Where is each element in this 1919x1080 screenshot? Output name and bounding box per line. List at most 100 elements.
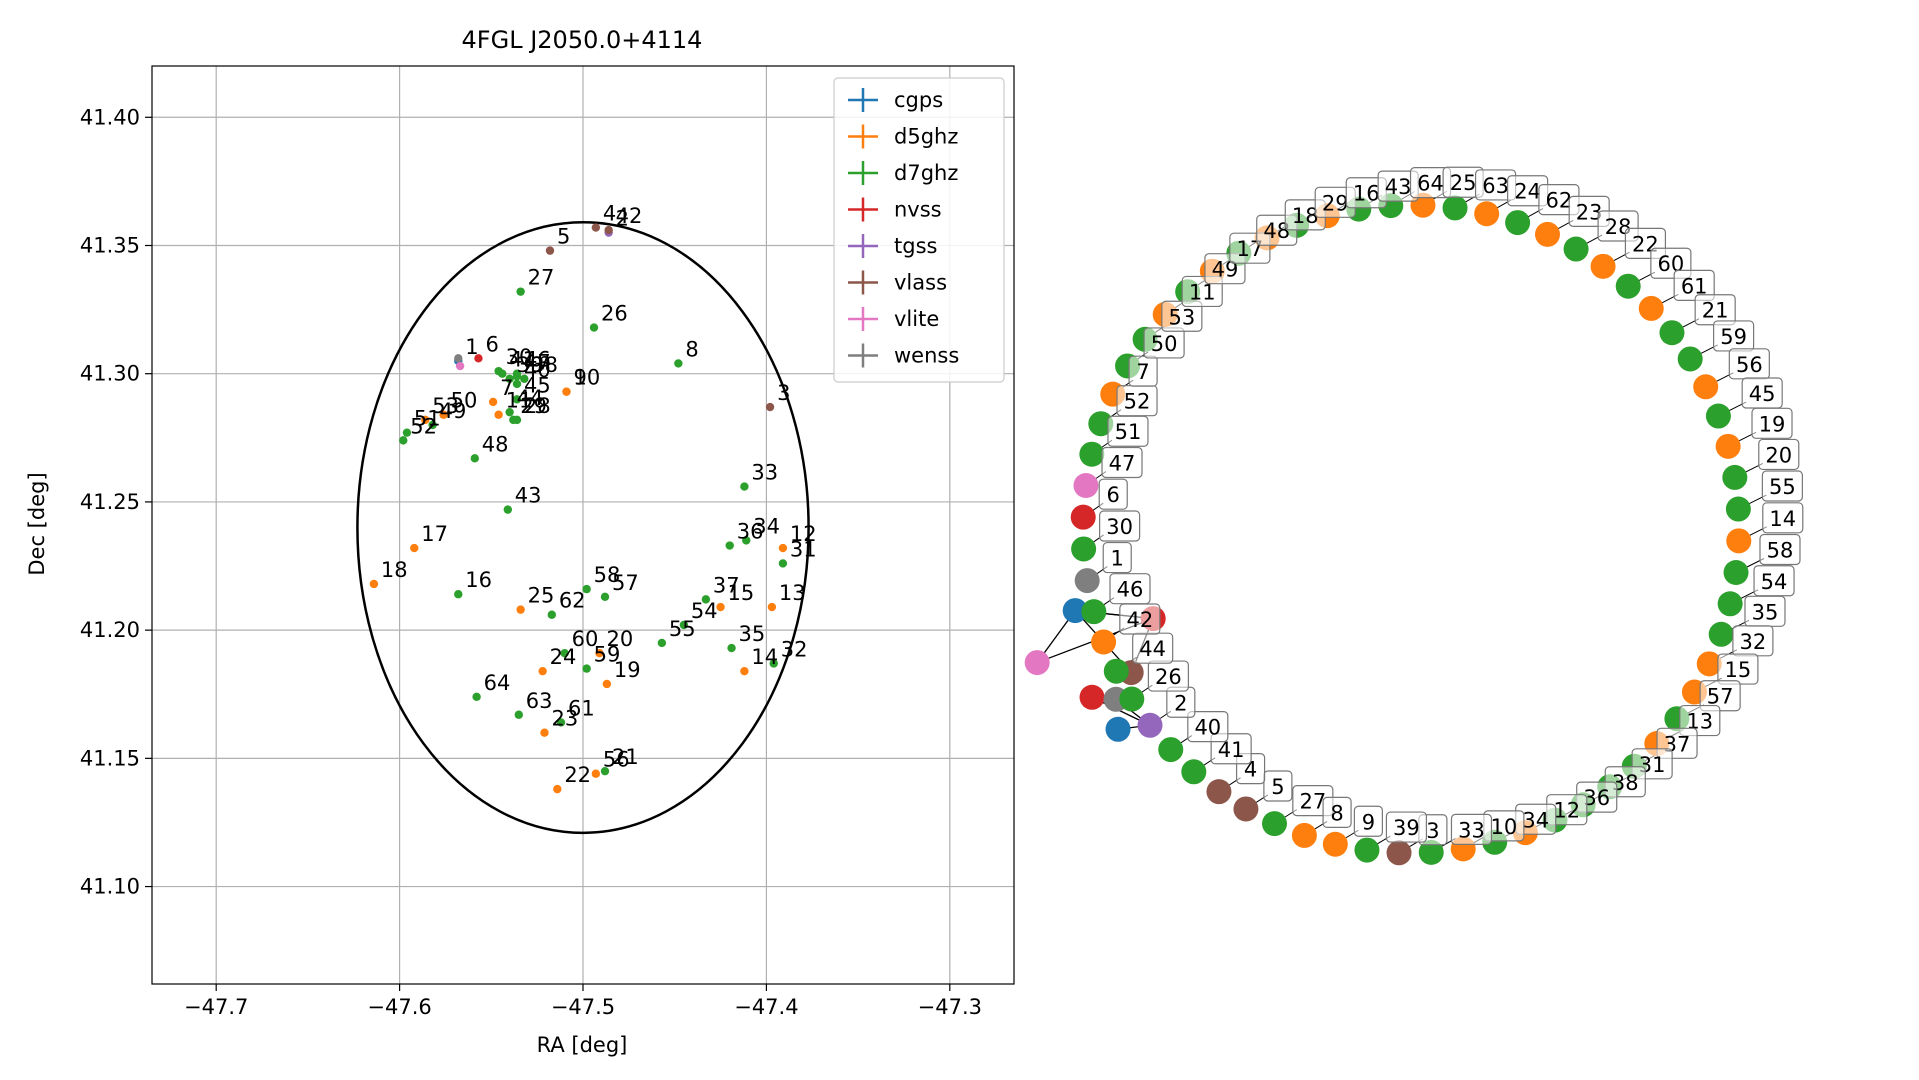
network-label-box bbox=[1187, 710, 1229, 743]
network-label-14: 14 bbox=[1762, 502, 1804, 534]
point-label-63: 63 bbox=[526, 689, 553, 713]
point-label-15: 15 bbox=[728, 581, 755, 605]
confidence-ellipse bbox=[356, 221, 810, 834]
point-label-30: 30 bbox=[506, 345, 533, 369]
point-label-32: 32 bbox=[781, 637, 808, 661]
point-d7ghz-39 bbox=[505, 374, 514, 384]
network-label-33: 33 bbox=[1450, 813, 1493, 845]
network-label-53: 53 bbox=[1161, 300, 1203, 332]
point-label-16: 16 bbox=[465, 568, 492, 592]
point-d7ghz-49 bbox=[428, 420, 437, 430]
network-label-box bbox=[1322, 796, 1352, 829]
point-d7ghz-51 bbox=[402, 428, 412, 437]
point-label-60: 60 bbox=[572, 627, 599, 651]
point-label-57: 57 bbox=[612, 571, 639, 595]
legend-item-vlass: vlass bbox=[848, 270, 947, 295]
network-node-28 bbox=[1563, 236, 1589, 262]
network-label-text: 8 bbox=[1330, 801, 1343, 825]
point-label-56: 56 bbox=[603, 748, 630, 772]
point-label-17: 17 bbox=[421, 522, 448, 546]
network-node-4 bbox=[1206, 779, 1232, 805]
network-label-52: 52 bbox=[1116, 385, 1158, 417]
point-label-54: 54 bbox=[691, 599, 718, 623]
x-tick-label: −47.5 bbox=[551, 995, 615, 1019]
network-label-29: 29 bbox=[1314, 186, 1356, 218]
point-label-44: 44 bbox=[517, 386, 544, 410]
network-node-33 bbox=[1418, 839, 1444, 865]
point-label-50: 50 bbox=[451, 389, 478, 413]
network-label-box bbox=[1102, 541, 1132, 574]
legend-item-nvss: nvss bbox=[848, 197, 942, 222]
right-network-chart: 2754414022644424613064751527505311491748… bbox=[1024, 166, 1804, 866]
point-d7ghz-62 bbox=[547, 610, 557, 619]
network-node-ext-blue bbox=[1062, 598, 1088, 624]
network-label-box bbox=[1385, 811, 1428, 843]
network-label-text: 52 bbox=[1124, 390, 1151, 414]
point-label-6: 6 bbox=[485, 332, 498, 356]
point-d5ghz-19 bbox=[602, 679, 612, 689]
point-d5ghz-10 bbox=[562, 387, 571, 396]
network-label-text: 46 bbox=[1117, 578, 1144, 602]
network-node-ext-pink bbox=[1024, 650, 1050, 676]
point-vlass-3 bbox=[765, 402, 775, 412]
network-node-54 bbox=[1717, 591, 1743, 617]
network-node-8 bbox=[1291, 822, 1317, 848]
network-label-57: 57 bbox=[1699, 680, 1741, 712]
point-nvss-6 bbox=[474, 354, 483, 363]
network-label-6: 6 bbox=[1098, 478, 1128, 510]
network-label-9: 9 bbox=[1353, 805, 1383, 837]
network-label-56: 56 bbox=[1728, 348, 1770, 380]
point-label-58: 58 bbox=[594, 563, 621, 587]
point-d7ghz-16 bbox=[454, 590, 463, 599]
point-d7ghz-36 bbox=[725, 541, 734, 550]
point-label-37: 37 bbox=[713, 573, 740, 597]
point-label-8: 8 bbox=[685, 337, 698, 361]
point-label-39: 39 bbox=[517, 353, 544, 377]
point-d7ghz-45 bbox=[512, 395, 522, 404]
network-label-20: 20 bbox=[1758, 438, 1800, 471]
point-d7ghz-54 bbox=[679, 620, 689, 630]
network-label-text: 44 bbox=[1139, 637, 1166, 661]
network-label-text: 36 bbox=[1583, 786, 1610, 810]
network-label-47: 47 bbox=[1101, 446, 1143, 479]
network-label-text: 47 bbox=[1109, 451, 1136, 475]
network-label-box bbox=[1109, 573, 1151, 605]
point-d7ghz-27 bbox=[516, 287, 525, 296]
point-label-36: 36 bbox=[737, 520, 764, 544]
network-label-text: 10 bbox=[1490, 815, 1517, 839]
x-tick-label: −47.3 bbox=[918, 995, 982, 1019]
point-d7ghz-26 bbox=[589, 323, 599, 332]
network-label-text: 3 bbox=[1426, 819, 1439, 843]
network-label-text: 18 bbox=[1292, 204, 1319, 228]
network-label-box bbox=[1353, 805, 1383, 837]
point-label-25: 25 bbox=[528, 584, 555, 608]
point-label-21: 21 bbox=[612, 745, 639, 769]
point-label-5: 5 bbox=[557, 225, 570, 249]
point-label-62: 62 bbox=[559, 589, 586, 613]
point-d5ghz-22 bbox=[553, 784, 562, 794]
legend-box bbox=[833, 77, 1005, 383]
x-tick-label: −47.7 bbox=[184, 995, 248, 1019]
network-label-32: 32 bbox=[1732, 625, 1774, 657]
network-label-42: 42 bbox=[1119, 603, 1161, 635]
network-label-text: 59 bbox=[1720, 325, 1747, 349]
network-label-15: 15 bbox=[1717, 653, 1759, 685]
point-d7ghz-31 bbox=[778, 559, 788, 568]
network-label-text: 19 bbox=[1759, 412, 1786, 436]
point-d7ghz-35 bbox=[727, 643, 736, 653]
point-label-3: 3 bbox=[777, 381, 790, 405]
network-node-6 bbox=[1070, 504, 1096, 530]
network-label-text: 26 bbox=[1155, 665, 1182, 689]
network-node-26 bbox=[1119, 686, 1145, 712]
legend-item-cgps: cgps bbox=[848, 88, 943, 112]
point-d7ghz-21 bbox=[600, 766, 610, 776]
network-label-box bbox=[1673, 269, 1715, 302]
network-label-21: 21 bbox=[1694, 294, 1736, 326]
legend-label: nvss bbox=[894, 198, 942, 222]
y-tick-label: 41.30 bbox=[80, 362, 140, 386]
y-tick-label: 41.20 bbox=[80, 618, 140, 642]
x-tick-label: −47.4 bbox=[734, 995, 798, 1019]
network-label-26: 26 bbox=[1147, 660, 1189, 692]
network-node-41 bbox=[1181, 759, 1207, 785]
network-label-text: 15 bbox=[1725, 658, 1752, 682]
